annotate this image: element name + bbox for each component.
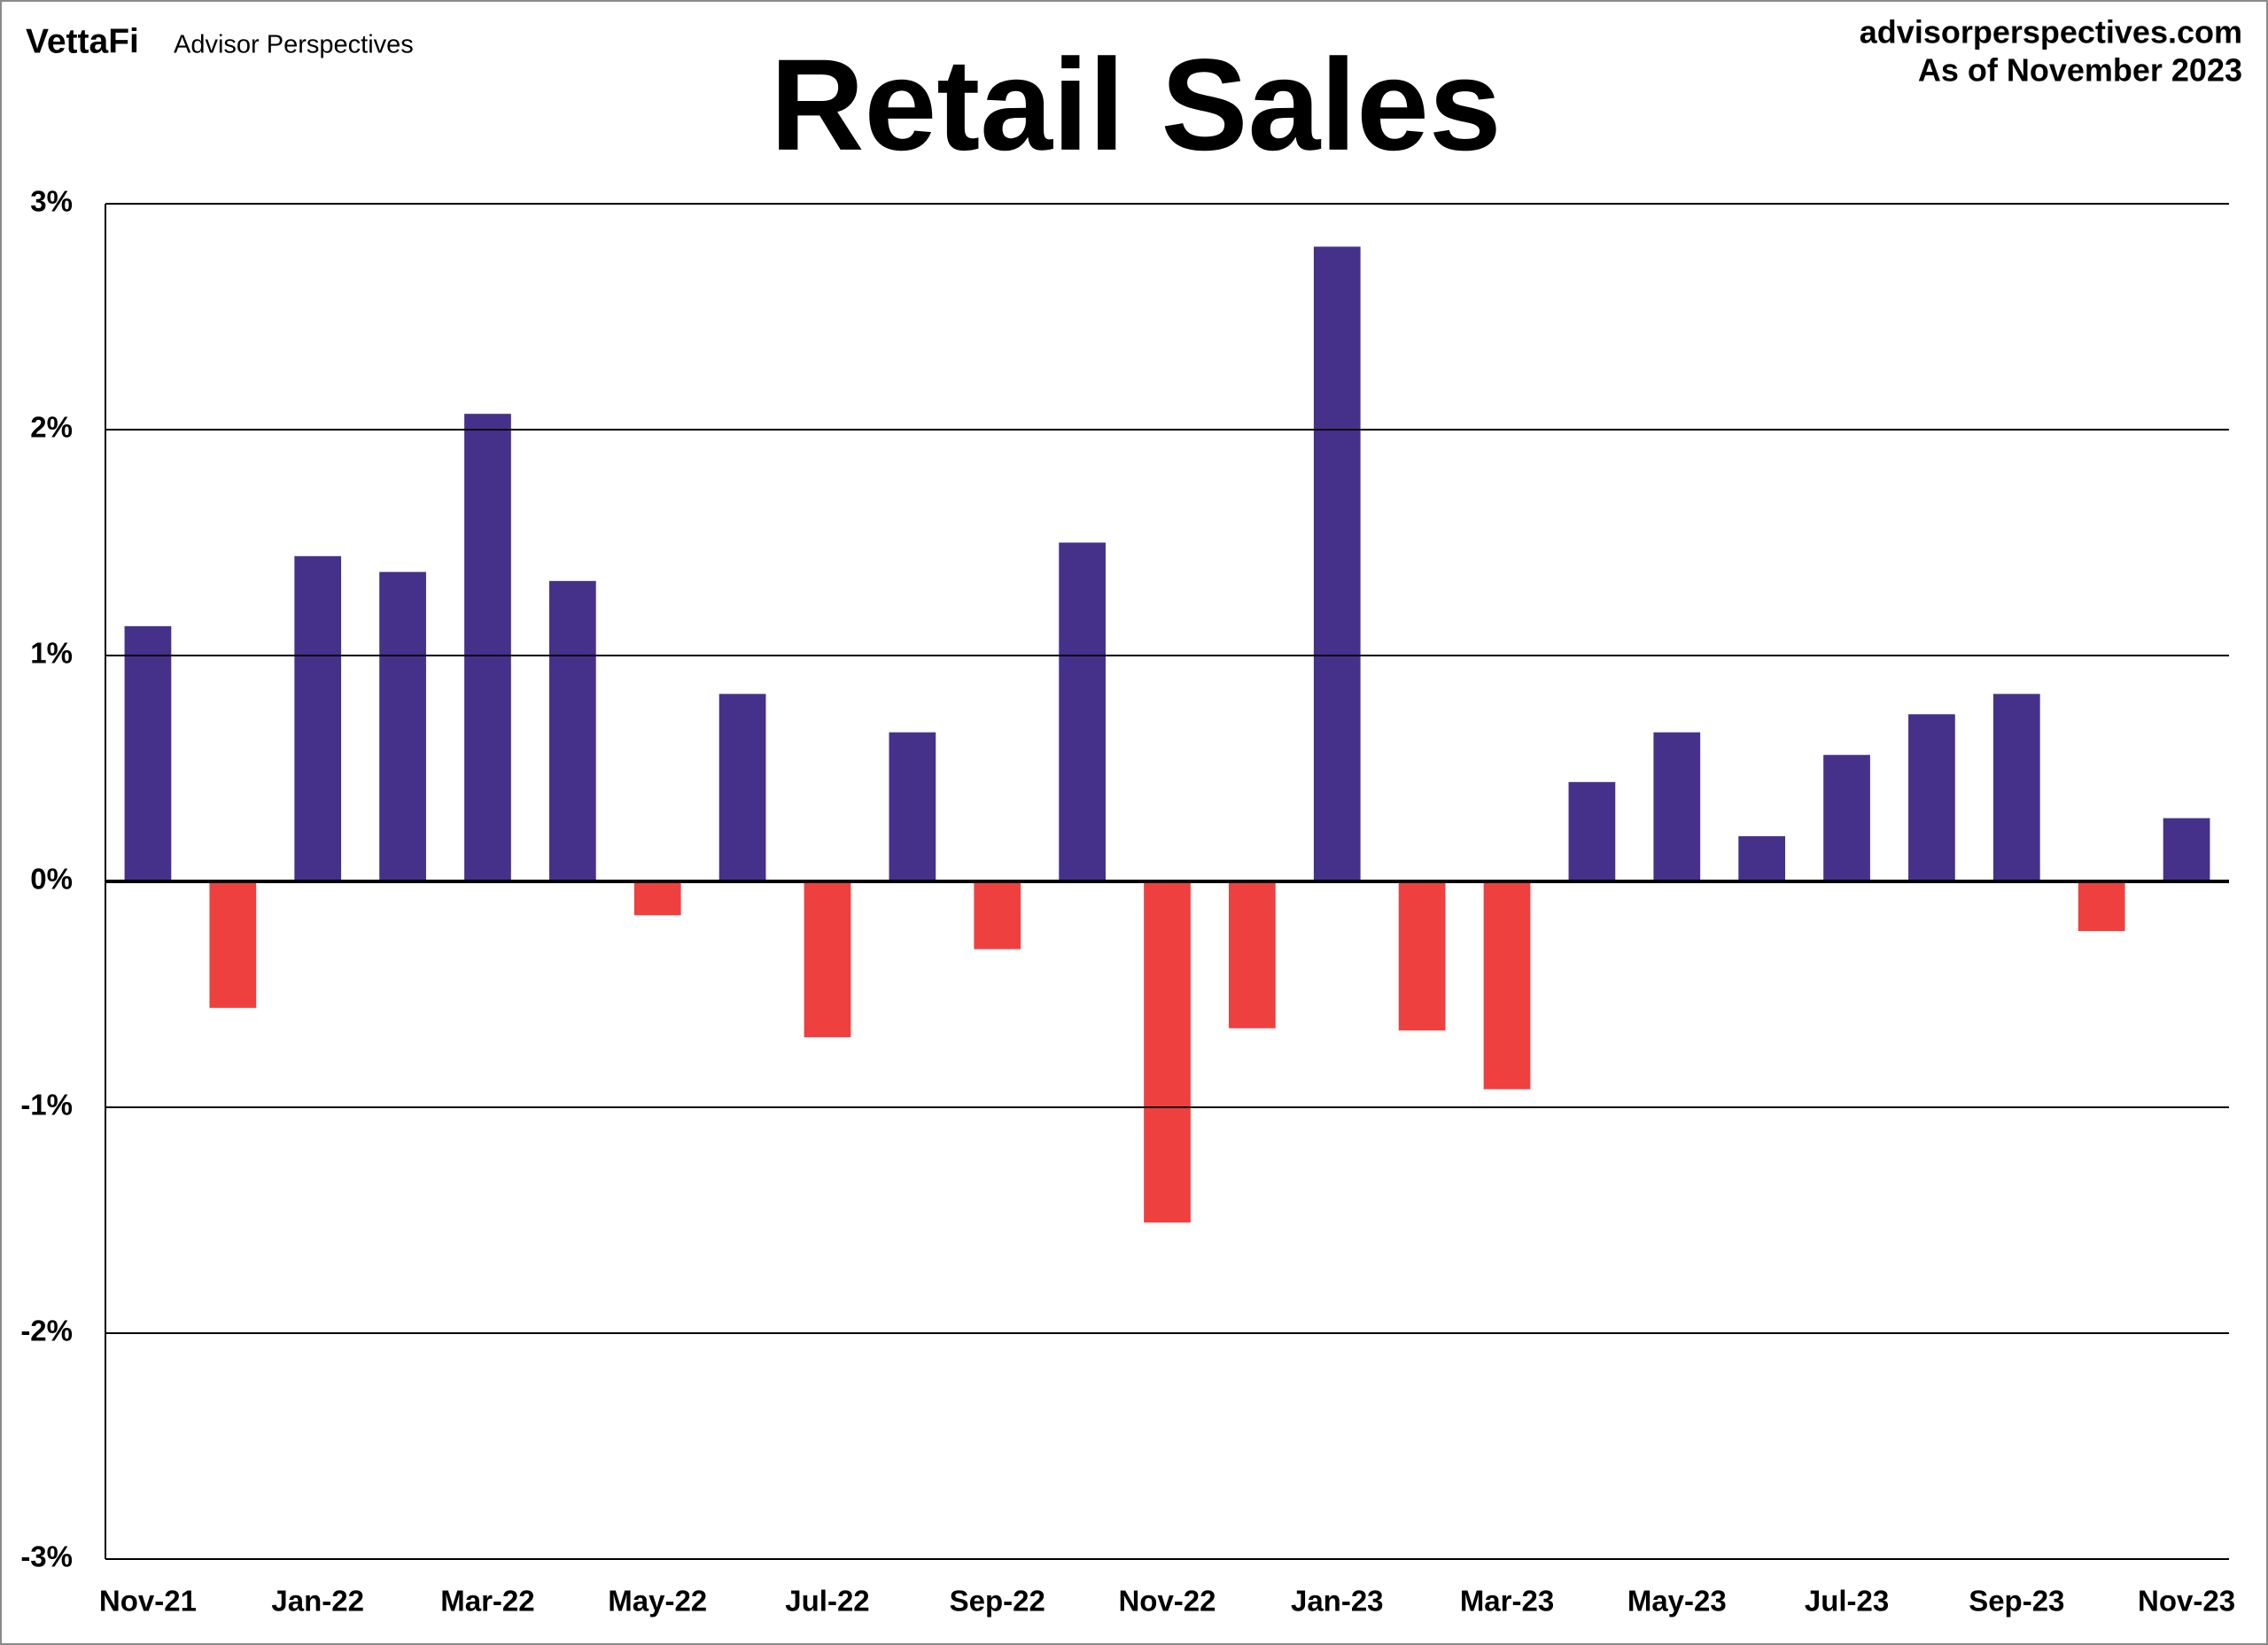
bar xyxy=(124,625,172,881)
x-tick-label: Mar-23 xyxy=(1460,1585,1554,1618)
as-of: As of November 2023 xyxy=(1918,52,2242,89)
y-tick-label: 0% xyxy=(30,863,73,896)
bar xyxy=(209,881,257,1008)
x-tick-label: Jul-22 xyxy=(785,1585,869,1618)
bar xyxy=(974,881,1021,950)
bar xyxy=(1483,881,1531,1090)
x-tick-label: Nov-21 xyxy=(99,1585,197,1618)
bar xyxy=(464,414,511,881)
y-tick-label: -2% xyxy=(20,1315,73,1347)
x-tick-label: Sep-23 xyxy=(1969,1585,2064,1618)
bar xyxy=(1229,881,1276,1028)
y-tick-label: 3% xyxy=(30,185,73,218)
bar xyxy=(804,881,851,1037)
bar xyxy=(1908,714,1955,881)
bar xyxy=(1823,755,1870,881)
bar xyxy=(718,694,766,881)
bar xyxy=(633,881,681,916)
x-tick-label: May-22 xyxy=(608,1585,707,1618)
bar xyxy=(294,555,342,881)
bar xyxy=(1653,732,1701,881)
brand-subtitle: Advisor Perspectives xyxy=(174,31,414,59)
bar xyxy=(1992,694,2040,881)
y-tick-label: -3% xyxy=(20,1540,73,1573)
y-tick-label: 1% xyxy=(30,637,73,670)
bar xyxy=(379,571,426,881)
bar xyxy=(1398,881,1446,1031)
y-tick-label: 2% xyxy=(30,411,73,444)
bar xyxy=(1313,246,1361,881)
brand-logo: VettaFi xyxy=(26,22,139,60)
x-tick-label: Sep-22 xyxy=(950,1585,1045,1618)
bar xyxy=(2078,881,2125,932)
bar xyxy=(1059,542,1106,881)
bar xyxy=(2163,818,2210,881)
bar xyxy=(548,580,596,881)
source: advisorperspectives.com xyxy=(1860,14,2242,50)
bar xyxy=(1144,881,1191,1223)
bar xyxy=(889,732,936,881)
x-tick-label: May-23 xyxy=(1627,1585,1727,1618)
x-tick-label: Nov-23 xyxy=(2138,1585,2235,1618)
bar xyxy=(1568,781,1616,881)
x-tick-label: Mar-22 xyxy=(440,1585,534,1618)
x-tick-label: Jan-23 xyxy=(1291,1585,1384,1618)
y-tick-label: -1% xyxy=(20,1089,73,1121)
chart-title: Retail Sales xyxy=(770,33,1501,178)
x-tick-label: Jul-23 xyxy=(1805,1585,1889,1618)
x-tick-label: Nov-22 xyxy=(1118,1585,1216,1618)
x-tick-label: Jan-22 xyxy=(271,1585,364,1618)
bar xyxy=(1738,836,1786,881)
